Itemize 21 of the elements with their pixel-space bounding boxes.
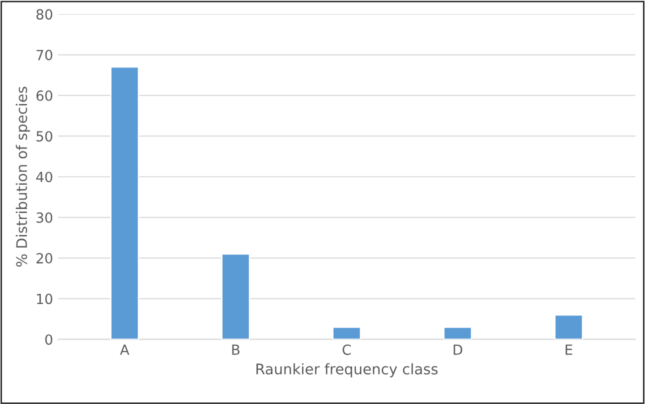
- y-tick-label: 30: [36, 212, 52, 223]
- bar: [332, 326, 362, 340]
- y-tick-label: 40: [36, 172, 52, 182]
- bar: [554, 314, 584, 340]
- x-tick-label: B: [232, 344, 240, 355]
- x-tick-label: E: [566, 344, 572, 355]
- bar: [443, 326, 472, 340]
- y-tick-label: 10: [37, 294, 52, 304]
- y-tick-label: 60: [36, 90, 52, 101]
- y-tick-label: 70: [36, 50, 52, 60]
- y-axis-title: % Distribution of species: [16, 86, 30, 267]
- x-axis-title: Raunkier frequency class: [256, 363, 438, 378]
- y-tick-label: 50: [36, 131, 52, 142]
- y-tick-label: 20: [36, 253, 52, 264]
- x-tick-label: D: [454, 344, 462, 355]
- y-tick-label: 0: [45, 334, 52, 345]
- x-tick-label: C: [342, 344, 351, 355]
- bar: [221, 253, 250, 340]
- x-tick-label: A: [120, 344, 130, 355]
- y-tick-label: 80: [36, 9, 52, 20]
- bar: [110, 66, 140, 340]
